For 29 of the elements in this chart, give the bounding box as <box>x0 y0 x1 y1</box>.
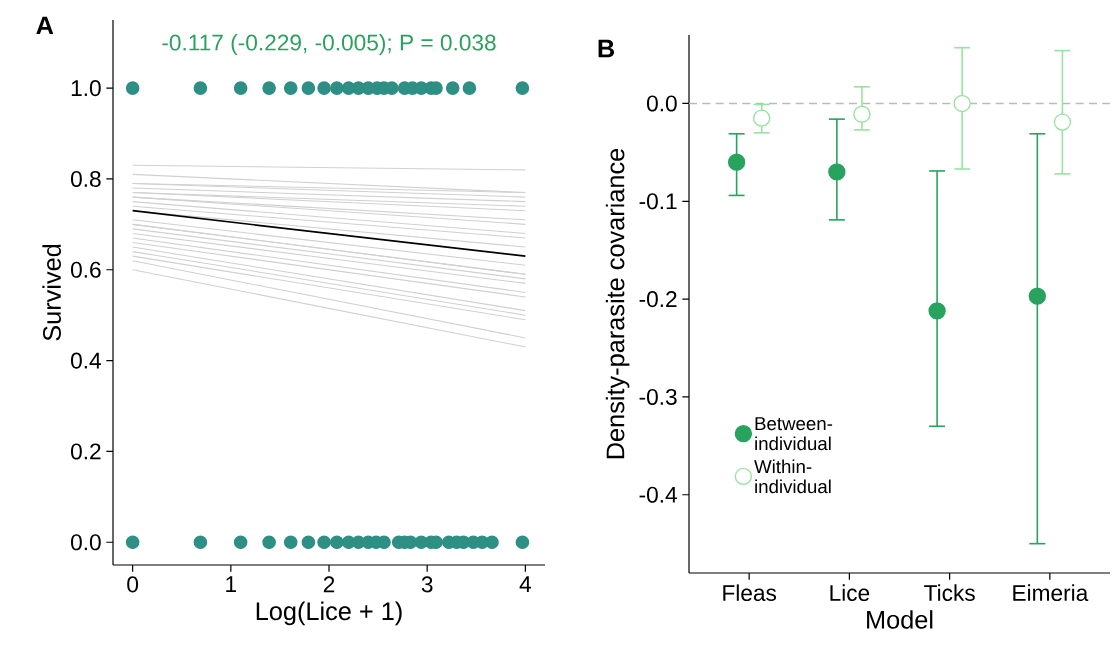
chart-title: B <box>598 39 615 58</box>
y-tick-label: 0.2 <box>71 443 101 460</box>
annotation: -0.117 (-0.229, -0.005); P = 0.038 <box>162 33 496 56</box>
y-tick-label: 0.0 <box>71 534 101 551</box>
y-tick-label: 0.0 <box>647 95 677 112</box>
x-tick-label: 0 <box>127 576 139 593</box>
x-tick-label: Eimeria <box>1013 584 1089 602</box>
y-tick-label: 0.8 <box>71 170 101 187</box>
x-tick-label: 4 <box>519 576 531 592</box>
x-tick-label: 1 <box>226 576 237 592</box>
y-axis-title: Survived <box>42 244 61 341</box>
x-axis-title: Model <box>867 610 933 629</box>
x-axis-title: Log(Lice + 1) <box>256 601 402 626</box>
x-tick-label: Ticks <box>924 584 975 602</box>
y-axis-title: Density-parasite covariance <box>605 148 630 459</box>
legend-label: Between-individual <box>755 417 833 451</box>
x-tick-label: 3 <box>421 576 433 593</box>
chart-title: A <box>36 16 54 35</box>
y-tick-label: -0.2 <box>639 291 677 308</box>
legend-label: Within-individual <box>754 459 831 494</box>
y-tick-label: -0.4 <box>639 486 677 503</box>
x-tick-label: Lice <box>830 584 870 602</box>
y-tick-label: -0.1 <box>639 193 677 210</box>
x-tick-label: 2 <box>323 576 335 593</box>
y-tick-label: 1.0 <box>71 80 101 97</box>
y-tick-label: 0.4 <box>71 352 101 369</box>
y-tick-label: -0.3 <box>639 388 677 405</box>
x-tick-label: Fleas <box>723 584 777 602</box>
y-tick-label: 0.6 <box>71 261 101 278</box>
